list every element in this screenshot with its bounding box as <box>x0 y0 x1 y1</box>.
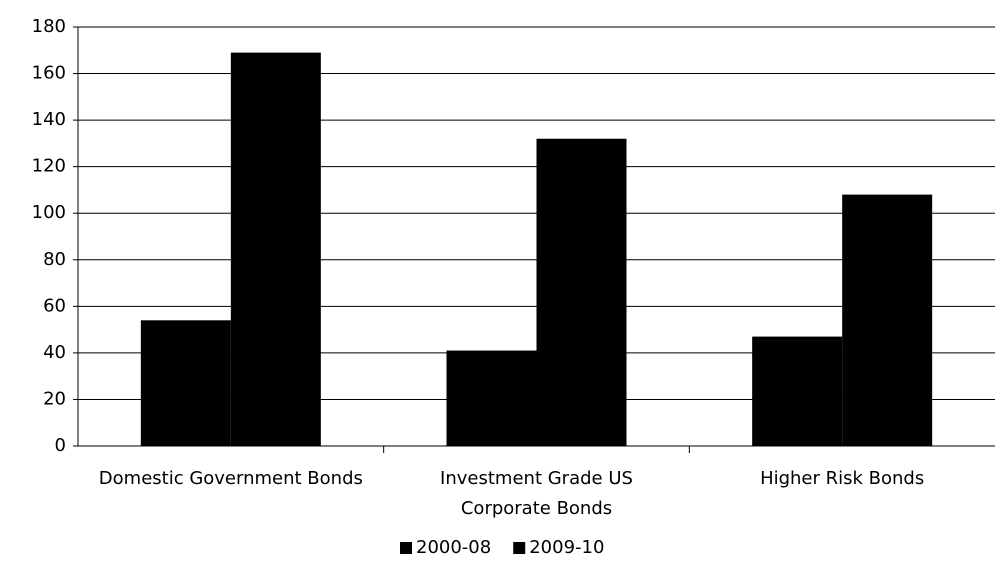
y-tick-label: 0 <box>55 435 66 456</box>
x-tick-label: Domestic Government Bonds <box>98 468 363 489</box>
bar <box>842 194 933 446</box>
legend-label: 2009-10 <box>529 537 604 558</box>
y-tick-label: 60 <box>43 295 66 316</box>
y-tick-label: 40 <box>43 342 66 363</box>
legend-swatch <box>513 542 526 554</box>
bar <box>752 336 843 446</box>
bar <box>140 320 231 446</box>
legend-label: 2000-08 <box>416 537 491 558</box>
x-tick-label: Investment Grade US Corporate Bonds <box>440 468 633 519</box>
y-tick-label: 80 <box>43 249 66 270</box>
y-tick-label: 160 <box>32 63 66 84</box>
y-tick-label: 100 <box>32 202 66 223</box>
bar <box>230 52 321 446</box>
legend-swatch <box>400 542 412 554</box>
y-tick-label: 20 <box>43 388 66 409</box>
y-tick-label: 140 <box>32 109 66 130</box>
bar <box>536 138 627 446</box>
y-tick-label: 180 <box>32 16 66 37</box>
bar <box>446 350 537 446</box>
x-tick-label: Higher Risk Bonds <box>760 468 925 489</box>
y-tick-label: 120 <box>32 156 66 177</box>
